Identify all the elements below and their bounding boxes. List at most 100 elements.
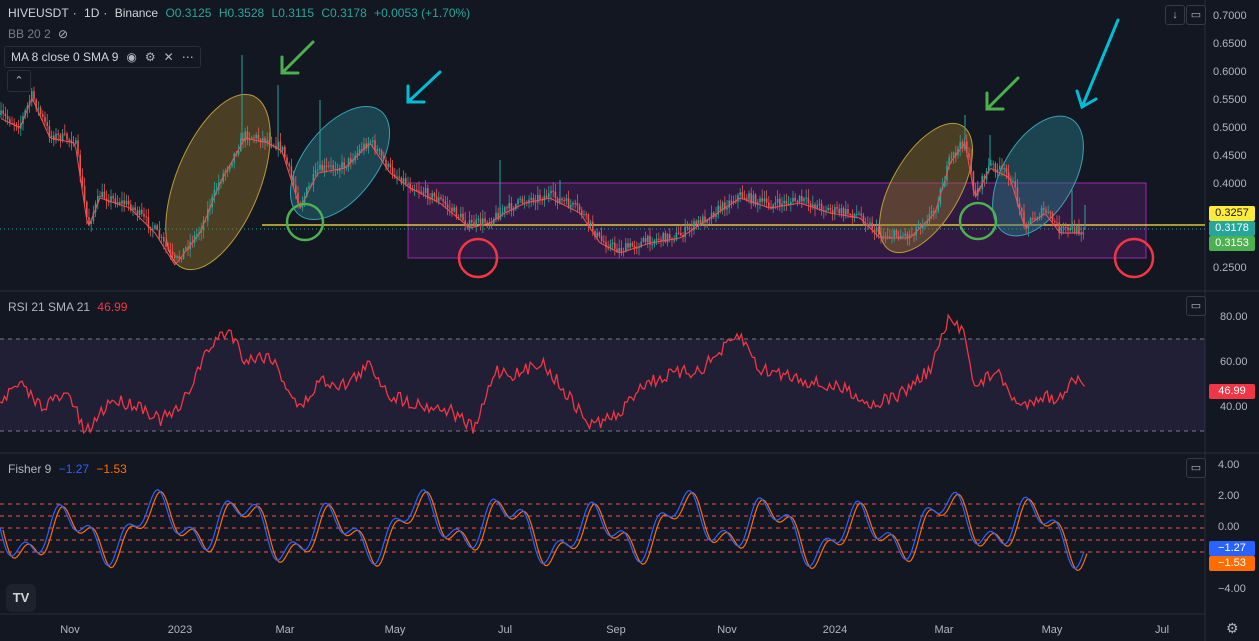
candle-body xyxy=(1023,211,1025,227)
candle-body xyxy=(152,228,154,231)
candle-body xyxy=(363,143,365,151)
candle-body xyxy=(297,192,299,204)
candle-body xyxy=(913,234,915,236)
candle-body xyxy=(581,210,583,215)
symbol-name[interactable]: HIVEUSDT xyxy=(8,6,69,20)
tradingview-logo-icon[interactable]: TV xyxy=(6,584,36,612)
candle-body xyxy=(156,225,158,230)
candle-body xyxy=(812,204,814,208)
gear-icon[interactable]: ⚙ xyxy=(144,50,156,64)
candle-body xyxy=(376,149,378,152)
candle-body xyxy=(132,207,134,211)
candle-body xyxy=(259,139,262,143)
candle-body xyxy=(26,105,29,111)
candle-body xyxy=(504,207,506,213)
candle-body xyxy=(427,188,429,199)
chevron-up-icon[interactable]: ⌃ xyxy=(7,70,31,92)
candle-body xyxy=(895,230,898,236)
candle-body xyxy=(752,194,755,204)
candle-body xyxy=(154,225,156,229)
candle-body xyxy=(704,216,706,223)
candle-body xyxy=(631,243,634,247)
ma-label[interactable]: MA 8 close 0 SMA 9 xyxy=(11,50,119,64)
highlight-ellipse xyxy=(289,105,391,221)
candle-body xyxy=(783,200,785,204)
rsi-title[interactable]: RSI 21 SMA 21 xyxy=(8,300,91,314)
candle-body xyxy=(713,212,715,217)
candle-body xyxy=(123,200,125,205)
candle-body xyxy=(394,174,396,178)
candle-body xyxy=(739,192,741,196)
candle-body xyxy=(121,200,123,204)
rsi-legend[interactable]: RSI 21 SMA 21 46.99 xyxy=(8,300,131,314)
download-icon[interactable]: ↓ xyxy=(1165,5,1185,25)
price-label-last: 0.3178 xyxy=(1209,221,1255,236)
candle-body xyxy=(449,207,451,209)
pane-maximize-icon[interactable]: ▭ xyxy=(1186,296,1206,316)
candle-body xyxy=(158,229,161,239)
candle-body xyxy=(332,165,334,169)
candle-body xyxy=(0,110,2,115)
candle-body xyxy=(702,216,704,225)
candle-body xyxy=(880,234,882,239)
fisher-title[interactable]: Fisher 9 xyxy=(8,462,52,476)
candle-body xyxy=(88,217,90,224)
candle-body xyxy=(517,199,519,205)
candle-body xyxy=(827,207,829,211)
pane-maximize-icon[interactable]: ▭ xyxy=(1186,458,1206,478)
candle-body xyxy=(1018,203,1021,209)
bb-legend[interactable]: BB 20 2 ⊘ xyxy=(8,27,72,41)
candle-body xyxy=(607,247,609,249)
candle-body xyxy=(886,235,889,237)
fisher-legend[interactable]: Fisher 9 −1.27 −1.53 xyxy=(8,462,131,476)
eye-icon[interactable]: ◉ xyxy=(126,50,137,64)
time-tick-label: May xyxy=(385,624,406,636)
candle-body xyxy=(669,234,671,239)
bb-label[interactable]: BB 20 2 xyxy=(8,27,51,41)
ma-legend[interactable]: MA 8 close 0 SMA 9 ◉ ⚙ ✕ ⋯ xyxy=(4,46,201,68)
candle-body xyxy=(765,198,768,203)
candle-body xyxy=(708,219,711,221)
candle-body xyxy=(127,200,130,205)
candle-body xyxy=(143,213,145,217)
fullscreen-icon[interactable]: ▭ xyxy=(1186,5,1206,25)
candle-body xyxy=(820,203,823,211)
candle-body xyxy=(567,198,570,208)
candle-body xyxy=(972,171,975,191)
candle-body xyxy=(468,220,471,228)
candle-body xyxy=(658,238,660,240)
symbol-legend[interactable]: HIVEUSDT · 1D · Binance O0.3125 H0.3528 L0… xyxy=(8,6,471,20)
price-tick-label: 0.6500 xyxy=(1213,38,1247,50)
candle-body xyxy=(213,190,216,197)
candle-body xyxy=(464,220,466,225)
close-icon[interactable]: ✕ xyxy=(163,50,174,64)
eye-off-icon[interactable]: ⊘ xyxy=(58,27,69,41)
candle-body xyxy=(55,133,57,141)
rsi-tick-label: 40.00 xyxy=(1220,401,1248,413)
candle-body xyxy=(253,137,255,139)
candle-body xyxy=(664,232,667,243)
candle-body xyxy=(594,231,596,237)
candle-body xyxy=(825,210,827,212)
settings-gear-icon[interactable]: ⚙ xyxy=(1226,620,1239,636)
interval[interactable]: 1D xyxy=(84,6,100,20)
candle-body xyxy=(244,131,246,142)
candle-body xyxy=(746,198,748,200)
candle-body xyxy=(686,226,689,228)
candle-body xyxy=(460,213,462,218)
candle-body xyxy=(341,162,343,169)
candle-body xyxy=(1076,226,1078,233)
more-icon[interactable]: ⋯ xyxy=(181,50,194,64)
candle-body xyxy=(350,158,352,163)
candle-body xyxy=(774,202,777,205)
price-label-yellow: 0.3257 xyxy=(1209,206,1255,221)
candle-body xyxy=(950,156,953,158)
candle-body xyxy=(578,205,581,211)
candle-body xyxy=(928,214,931,222)
candle-body xyxy=(794,197,796,202)
candle-body xyxy=(493,219,495,224)
candle-body xyxy=(570,204,572,208)
candle-body xyxy=(666,234,669,243)
candle-body xyxy=(781,203,783,207)
